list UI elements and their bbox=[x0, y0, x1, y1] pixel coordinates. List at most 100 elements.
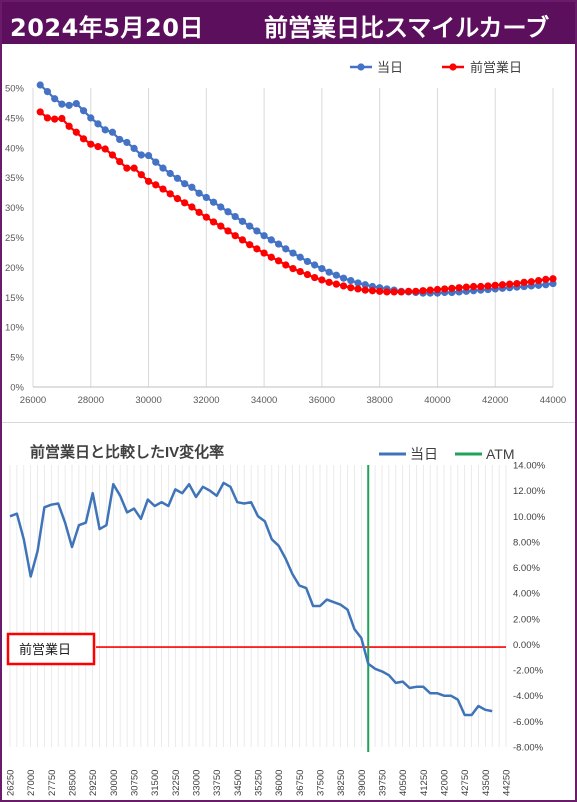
prevday-series-point bbox=[441, 285, 449, 293]
today-series-point bbox=[318, 264, 326, 273]
y-tick-label: 4.00% bbox=[513, 589, 540, 600]
prevday-series-point bbox=[58, 114, 66, 123]
x-tick-label: 27000 bbox=[26, 770, 37, 796]
prevday-series-point bbox=[520, 278, 528, 286]
x-tick-label: 43500 bbox=[481, 770, 492, 796]
today-series-point bbox=[267, 236, 275, 244]
legend-today-marker bbox=[357, 63, 365, 71]
prevday-series-point bbox=[188, 203, 196, 211]
prevday-series-point bbox=[289, 264, 297, 273]
prevday-series-point bbox=[94, 143, 102, 151]
prevday-series-point bbox=[412, 287, 420, 295]
today-series-point bbox=[72, 99, 80, 108]
x-tick-label: 38000 bbox=[366, 395, 392, 406]
today-series-point bbox=[289, 249, 297, 257]
today-series-point bbox=[43, 87, 52, 96]
prevday-series-point bbox=[339, 282, 348, 290]
x-tick-label: 44000 bbox=[540, 395, 566, 406]
today-series-point bbox=[144, 151, 153, 160]
prevday-series-point bbox=[195, 208, 203, 216]
y-tick-label: 10.00% bbox=[513, 512, 546, 523]
x-tick-label: 42000 bbox=[482, 395, 508, 406]
prevday-series-point bbox=[296, 267, 304, 276]
today-series-point bbox=[137, 151, 145, 159]
today-series-point bbox=[311, 261, 319, 269]
legend-prevday-marker bbox=[449, 63, 457, 71]
prevday-series-point bbox=[43, 114, 52, 122]
y-tick-label: 0.00% bbox=[513, 640, 540, 651]
today-series-point bbox=[217, 203, 225, 211]
today-series-point bbox=[246, 222, 254, 230]
today-series-point bbox=[152, 158, 160, 166]
prevday-series-point bbox=[152, 181, 160, 189]
prevday-series-point bbox=[361, 286, 369, 294]
prevday-series-point bbox=[101, 145, 109, 153]
prevday-series-point bbox=[224, 227, 232, 235]
x-tick-label: 42000 bbox=[440, 770, 451, 796]
prevday-series-point bbox=[542, 275, 550, 283]
y-tick-label: 30% bbox=[5, 203, 25, 214]
prevday-series-point bbox=[238, 236, 247, 244]
prevday-series-point bbox=[347, 284, 355, 292]
x-tick-label: 30000 bbox=[135, 395, 161, 406]
today-series-point bbox=[542, 281, 550, 289]
prevday-series-point bbox=[303, 270, 312, 279]
y-tick-label: 12.00% bbox=[513, 486, 546, 497]
prevday-series-point bbox=[325, 278, 333, 286]
x-tick-label: 41250 bbox=[419, 770, 430, 796]
today-series-point bbox=[65, 101, 73, 109]
legend-atm-label: ATM bbox=[486, 446, 515, 462]
y-tick-label: 40% bbox=[5, 143, 25, 154]
prevday-series-point bbox=[448, 284, 456, 292]
y-tick-label: 5% bbox=[10, 353, 24, 364]
x-tick-label: 28500 bbox=[68, 770, 79, 796]
prevday-series-point bbox=[376, 287, 384, 295]
y-tick-label: -4.00% bbox=[513, 691, 544, 702]
prevday-series-point bbox=[390, 288, 398, 296]
today-series-line bbox=[9, 481, 493, 717]
x-tick-label: 42750 bbox=[460, 770, 471, 796]
x-tick-label: 40500 bbox=[398, 770, 409, 796]
prevday-series-point bbox=[549, 275, 557, 283]
x-tick-label: 36000 bbox=[309, 395, 335, 406]
today-series-point bbox=[231, 212, 239, 221]
prevday-series-point bbox=[469, 282, 478, 291]
y-tick-label: -8.00% bbox=[513, 743, 544, 754]
today-series-point bbox=[116, 135, 124, 144]
header-bar: 2024年5月20日 前営業日比スマイルカーブ bbox=[2, 2, 575, 44]
x-tick-label: 28000 bbox=[78, 395, 104, 406]
prevday-series-point bbox=[217, 222, 225, 230]
prevday-series-point bbox=[513, 279, 521, 288]
y-tick-label: 20% bbox=[5, 263, 25, 274]
y-tick-label: 8.00% bbox=[513, 537, 540, 548]
prevday-series-point bbox=[354, 285, 362, 293]
today-series-point bbox=[296, 253, 304, 261]
today-series-point bbox=[238, 217, 247, 225]
prevday-series-point bbox=[274, 257, 283, 265]
today-series-point bbox=[260, 232, 268, 240]
prevday-series-point bbox=[181, 199, 189, 207]
today-series-point bbox=[282, 245, 290, 253]
x-tick-label: 34500 bbox=[233, 770, 244, 796]
today-series-point bbox=[130, 144, 138, 152]
x-tick-label: 37500 bbox=[316, 770, 327, 796]
x-tick-label: 26000 bbox=[20, 395, 46, 406]
today-series-point bbox=[347, 276, 355, 285]
prevday-series-point bbox=[202, 213, 210, 221]
chart-divider bbox=[2, 422, 575, 423]
today-series-point bbox=[188, 183, 196, 191]
prevday-series-point bbox=[260, 249, 268, 257]
prevday-series-point bbox=[477, 282, 485, 291]
today-series-point bbox=[224, 208, 232, 216]
x-tick-label: 36000 bbox=[274, 770, 285, 796]
x-tick-label: 27750 bbox=[47, 770, 58, 796]
y-tick-label: 6.00% bbox=[513, 563, 540, 574]
y-tick-label: -6.00% bbox=[513, 717, 544, 728]
prevday-series-point bbox=[404, 287, 413, 295]
prevday-series-point bbox=[246, 241, 254, 249]
smile-curve-chart: 26000 28000 30000 32000 34000 36000 38000 40000… bbox=[5, 60, 566, 406]
today-series-point bbox=[274, 240, 283, 248]
baseline-label: 前営業日 bbox=[19, 642, 71, 657]
y-tick-label: -2.00% bbox=[513, 666, 544, 677]
